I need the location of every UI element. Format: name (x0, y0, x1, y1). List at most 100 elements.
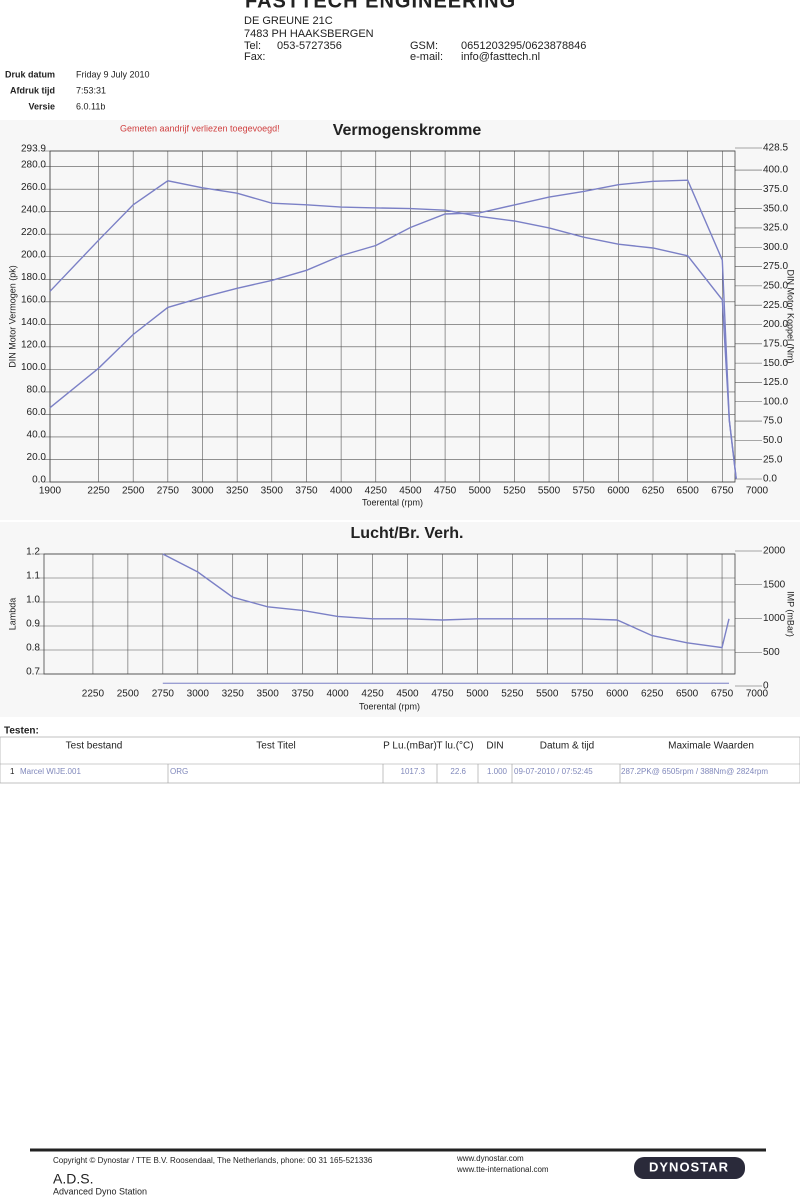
meta-label: Versie (28, 101, 55, 111)
column-header: T lu.(°C) (436, 741, 473, 752)
x-tick-label: 6250 (642, 486, 665, 497)
series-line (49, 179, 737, 479)
x-axis-label: Toerental (rpm) (362, 497, 423, 507)
x-tick-label: 3750 (295, 486, 318, 497)
x-tick-label: 3000 (191, 486, 214, 497)
x-tick-label: 5250 (503, 486, 526, 497)
x-tick-label: 3250 (226, 486, 249, 497)
copyright: Copyright © Dynostar / TTE B.V. Roosenda… (53, 1156, 373, 1165)
column-header: DIN (486, 741, 503, 752)
x-tick-label: 4000 (326, 689, 349, 700)
y2-tick-label: 100.0 (763, 396, 788, 407)
logo-bg (634, 1157, 745, 1179)
x-tick-label: 3750 (292, 689, 315, 700)
y-tick-label: 280.0 (21, 159, 46, 170)
y2-tick-label: 325.0 (763, 223, 788, 234)
y2-tick-label: 428.5 (763, 143, 788, 154)
y-tick-label: 120.0 (21, 339, 46, 350)
city: 7483 PH HAAKSBERGEN (244, 28, 374, 40)
y2-tick-label: 150.0 (763, 358, 788, 369)
table-border (0, 736, 800, 784)
y-tick-label: 200.0 (21, 249, 46, 260)
table-cell: 22.6 (450, 767, 466, 776)
x-tick-label: 6250 (641, 689, 664, 700)
x-tick-label: 5000 (469, 486, 492, 497)
ads-full: Advanced Dyno Station (53, 1186, 147, 1196)
chart-title: Vermogenskromme (333, 122, 482, 139)
meta-value: Friday 9 July 2010 (76, 69, 150, 79)
meta-label: Afdruk tijd (10, 85, 55, 95)
y2-tick-label: 1500 (763, 579, 786, 590)
y2-tick-label: 50.0 (763, 435, 783, 446)
chart-title: Lucht/Br. Verh. (351, 525, 464, 542)
y-tick-label: 20.0 (27, 452, 47, 463)
plot-frame (49, 150, 736, 483)
table-cell: Marcel WIJE.001 (20, 767, 81, 776)
x-tick-label: 6500 (677, 486, 700, 497)
plot-frame (43, 553, 736, 675)
y-tick-label: 0.0 (32, 475, 46, 486)
y2-tick-label: 125.0 (763, 377, 788, 388)
gsm-label: GSM: (410, 40, 438, 52)
column-header: Test bestand (66, 741, 123, 752)
x-tick-label: 3500 (261, 486, 284, 497)
series-line (162, 553, 730, 649)
x-tick-label: 6750 (711, 689, 734, 700)
email-label: e-mail: (410, 51, 443, 63)
y-tick-label: 240.0 (21, 204, 46, 215)
y2-tick-label: 25.0 (763, 454, 783, 465)
y2-tick-label: 175.0 (763, 338, 788, 349)
y2-tick-label: 75.0 (763, 416, 783, 427)
x-tick-label: 6750 (711, 486, 734, 497)
x-tick-label: 4250 (361, 689, 384, 700)
series-line (49, 180, 737, 480)
table-cell: 1 (10, 767, 15, 776)
x-tick-label: 7000 (746, 486, 769, 497)
x-tick-label: 5250 (501, 689, 524, 700)
meta-label: Druk datum (5, 69, 55, 79)
column-header: P Lu.(mBar) (383, 741, 437, 752)
y-tick-label: 180.0 (21, 272, 46, 283)
x-tick-label: 4000 (330, 486, 353, 497)
tests-table: Test bestand Test Titel P Lu.(mBar) T lu.(°… (0, 736, 800, 784)
column-header: Test Titel (256, 741, 295, 752)
y2-tick-label: 200.0 (763, 319, 788, 330)
x-tick-label: 2250 (82, 689, 105, 700)
x-tick-label: 1900 (39, 486, 62, 497)
y2-tick-label: 250.0 (763, 281, 788, 292)
y-tick-label: 260.0 (21, 182, 46, 193)
company: FASTTECH ENGINEERING (245, 0, 516, 12)
table-cell: 1017.3 (401, 767, 426, 776)
y2-tick-label: 225.0 (763, 300, 788, 311)
logo: DYNOSTAR (649, 1159, 729, 1174)
y-tick-label: 1.2 (26, 547, 40, 558)
x-tick-label: 6000 (607, 486, 630, 497)
meta-value: 6.0.11b (76, 101, 105, 111)
x-tick-label: 3000 (187, 689, 210, 700)
x-tick-label: 4750 (431, 689, 454, 700)
x-axis-label: Toerental (rpm) (359, 701, 420, 711)
x-tick-label: 4500 (396, 689, 419, 700)
fax-label: Fax: (244, 51, 265, 63)
y2-tick-label: 2000 (763, 546, 786, 557)
x-tick-label: 5000 (466, 689, 489, 700)
x-tick-label: 6500 (676, 689, 699, 700)
table-cell: 287.2PK@ 6505rpm / 388Nm@ 2824rpm (621, 767, 768, 776)
email: info@fasttech.nl (461, 51, 540, 63)
table-cell: ORG (170, 767, 188, 776)
gsm: 0651203295/0623878846 (461, 40, 586, 52)
web: www.tte-international.com (456, 1165, 549, 1174)
column-header: Maximale Waarden (668, 741, 754, 752)
x-tick-label: 5750 (573, 486, 596, 497)
y2-tick-label: 300.0 (763, 242, 788, 253)
y-tick-label: 220.0 (21, 227, 46, 238)
charts: Vermogenskromme 1900 2250 2500 2750 3000 3250 3… (7, 122, 795, 711)
y2-axis-label: IMP (mBar) (786, 591, 796, 637)
y2-tick-label: 0.0 (763, 474, 777, 485)
y-tick-label: 80.0 (27, 385, 47, 396)
y-tick-label: 1.0 (26, 595, 40, 606)
street: DE GREUNE 21C (244, 15, 333, 27)
x-tick-label: 5500 (536, 689, 559, 700)
y-tick-label: 293.9 (21, 144, 46, 155)
column-header: Datum & tijd (540, 741, 594, 752)
